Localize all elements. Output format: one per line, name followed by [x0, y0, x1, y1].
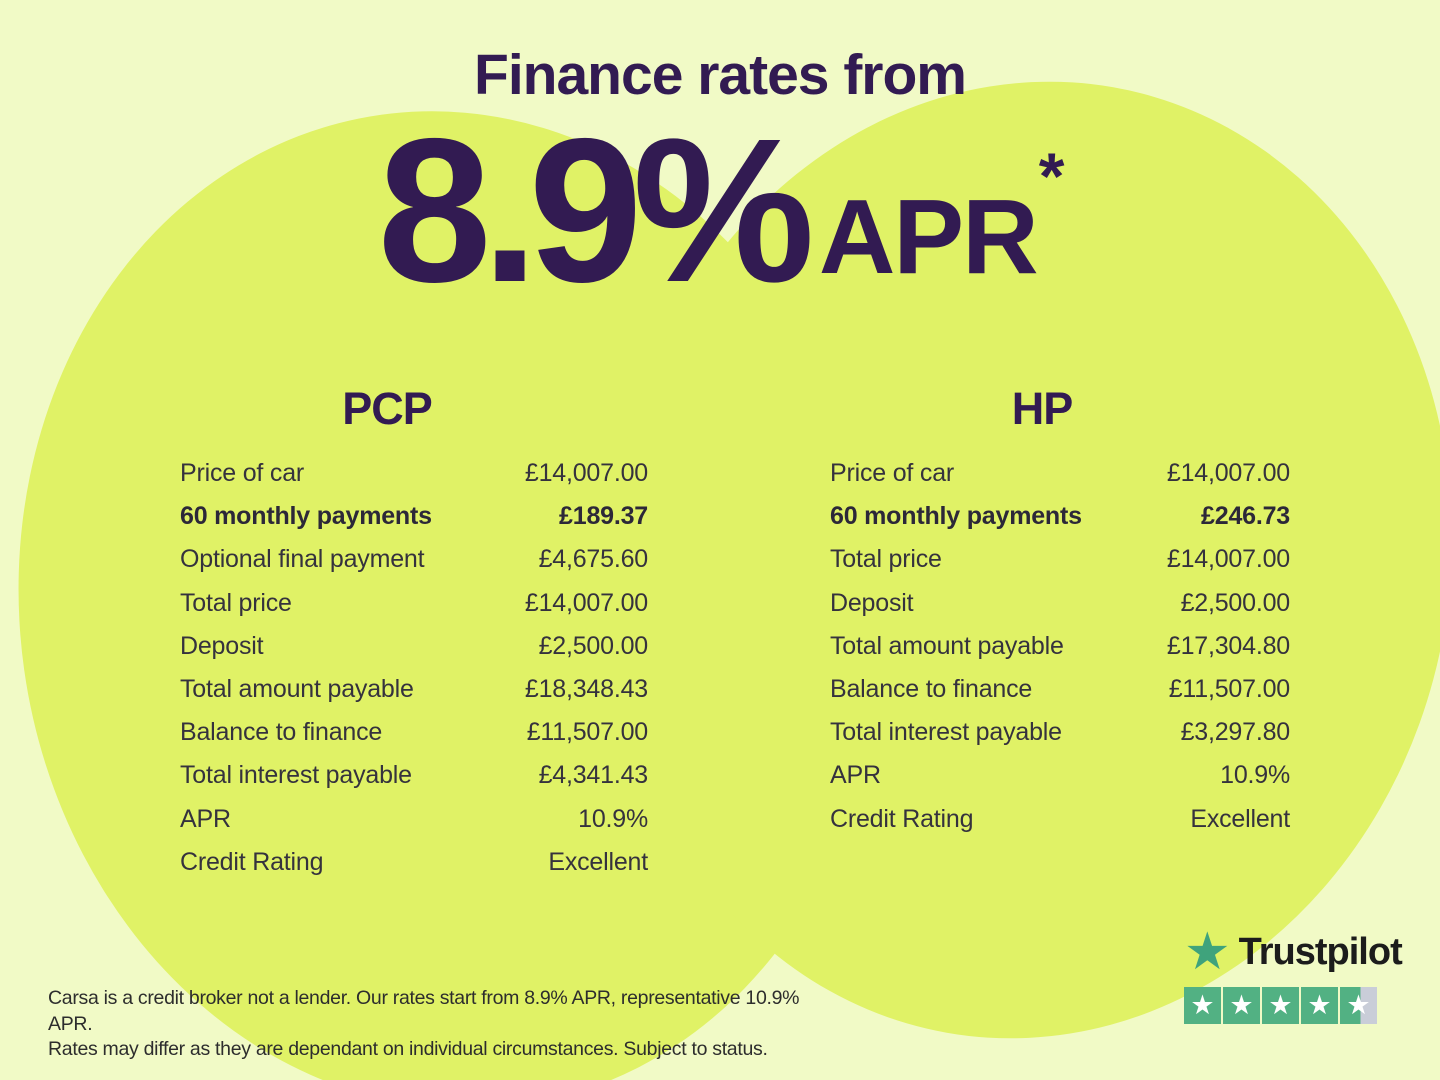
- row-label: Deposit: [180, 631, 264, 660]
- trustpilot-badge: ★ Trustpilot ★ ★ ★ ★ ★: [1184, 923, 1403, 1024]
- row-value: 10.9%: [1220, 761, 1290, 790]
- table-row: Optional final payment £4,675.60: [180, 538, 648, 581]
- headline-rate: 8.9% APR*: [0, 108, 1440, 313]
- table-row: Total price £14,007.00: [830, 538, 1290, 581]
- table-row: Price of car £14,007.00: [180, 452, 648, 495]
- row-label: Credit Rating: [830, 804, 974, 833]
- row-value: £14,007.00: [1166, 459, 1290, 488]
- rating-star-icon: ★: [1301, 987, 1338, 1024]
- footnote-asterisk: *: [1038, 139, 1065, 213]
- row-value: £2,500.00: [538, 631, 649, 660]
- disclaimer-line-2: Rates may differ as they are dependant o…: [48, 1038, 768, 1060]
- row-value: Excellent: [1190, 804, 1290, 833]
- pcp-table-title: PCP: [342, 383, 433, 434]
- row-label: Total amount payable: [830, 631, 1064, 660]
- table-row: Total interest payable £4,341.43: [180, 754, 648, 797]
- row-value: £11,507.00: [1168, 675, 1290, 704]
- row-label: Price of car: [830, 459, 955, 488]
- pcp-table-rows: Price of car £14,007.00 60 monthly paymen…: [180, 452, 648, 884]
- table-row: Total price £14,007.00: [180, 582, 648, 625]
- trustpilot-logo: ★ Trustpilot: [1184, 923, 1403, 981]
- row-label: Price of car: [180, 459, 305, 488]
- row-value: £246.73: [1201, 502, 1290, 531]
- table-row: 60 monthly payments £246.73: [830, 495, 1290, 538]
- row-value: Excellent: [548, 847, 648, 876]
- table-row: Credit Rating Excellent: [180, 841, 648, 884]
- row-label: APR: [180, 804, 231, 833]
- hp-table-title: HP: [1011, 383, 1074, 434]
- row-value: £14,007.00: [1166, 545, 1290, 574]
- rating-star-icon: ★: [1223, 987, 1260, 1024]
- row-value: £4,341.43: [538, 761, 649, 790]
- disclaimer-line-1: Carsa is a credit broker not a lender. O…: [48, 987, 800, 1035]
- row-label: Total price: [830, 545, 942, 574]
- table-row: Balance to finance £11,507.00: [830, 668, 1290, 711]
- table-row: APR 10.9%: [180, 798, 648, 841]
- trustpilot-rating-stars: ★ ★ ★ ★ ★: [1184, 987, 1402, 1024]
- table-row: Deposit £2,500.00: [830, 582, 1290, 625]
- table-row: Deposit £2,500.00: [180, 625, 648, 668]
- row-value: 10.9%: [578, 804, 648, 833]
- rate-value: 8.9%: [377, 96, 815, 325]
- table-row: Balance to finance £11,507.00: [180, 711, 648, 754]
- page-title: Finance rates from: [474, 43, 967, 107]
- hp-table-rows: Price of car £14,007.00 60 monthly paymen…: [830, 452, 1290, 841]
- row-value: £14,007.00: [524, 588, 648, 617]
- row-value: £18,348.43: [524, 675, 648, 704]
- row-value: £3,297.80: [1180, 718, 1291, 747]
- table-row: Total amount payable £18,348.43: [180, 668, 648, 711]
- row-value: £17,304.80: [1166, 631, 1290, 660]
- row-label: Balance to finance: [180, 718, 383, 747]
- row-label: 60 monthly payments: [830, 502, 1082, 531]
- trustpilot-star-icon: ★: [1184, 923, 1231, 981]
- rate-unit: APR: [818, 178, 1039, 296]
- row-value: £11,507.00: [526, 718, 648, 747]
- row-value: £14,007.00: [524, 459, 648, 488]
- table-row: Credit Rating Excellent: [830, 798, 1290, 841]
- table-row: Total amount payable £17,304.80: [830, 625, 1290, 668]
- table-row: 60 monthly payments £189.37: [180, 495, 648, 538]
- row-label: Total interest payable: [180, 761, 412, 790]
- rating-half-star-icon: ★: [1340, 987, 1377, 1024]
- row-value: £189.37: [559, 502, 648, 531]
- row-label: Total amount payable: [180, 675, 414, 704]
- row-value: £4,675.60: [538, 545, 649, 574]
- row-label: Total price: [180, 588, 292, 617]
- table-row: APR 10.9%: [830, 754, 1290, 797]
- trustpilot-wordmark: Trustpilot: [1238, 930, 1403, 973]
- row-label: Balance to finance: [830, 675, 1033, 704]
- row-label: Total interest payable: [830, 718, 1062, 747]
- row-value: £2,500.00: [1180, 588, 1291, 617]
- row-label: 60 monthly payments: [180, 502, 432, 531]
- row-label: Deposit: [830, 588, 914, 617]
- table-row: Price of car £14,007.00: [830, 452, 1290, 495]
- row-label: APR: [830, 761, 881, 790]
- row-label: Optional final payment: [180, 545, 425, 574]
- row-label: Credit Rating: [180, 847, 324, 876]
- rating-star-icon: ★: [1262, 987, 1299, 1024]
- rating-star-icon: ★: [1184, 987, 1221, 1024]
- table-row: Total interest payable £3,297.80: [830, 711, 1290, 754]
- legal-disclaimer: Carsa is a credit broker not a lender. O…: [48, 986, 828, 1063]
